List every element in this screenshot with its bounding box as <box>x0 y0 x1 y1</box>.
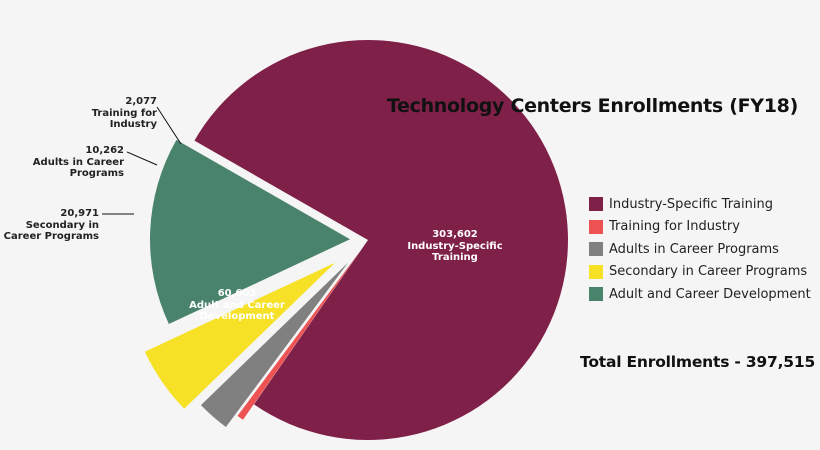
data-label-adults-in-career: 10,262 Adults in Career Programs <box>14 145 124 180</box>
legend-label: Adults in Career Programs <box>609 241 779 257</box>
legend-swatch <box>589 287 603 302</box>
data-label-training-for-industry: 2,077 Training for Industry <box>60 96 157 131</box>
leader-line <box>126 151 158 166</box>
data-label-name: Secondary in Career Programs <box>3 219 99 243</box>
total-enrollments: Total Enrollments - 397,515 <box>580 353 816 371</box>
legend-swatch <box>589 197 603 212</box>
data-label-value: 2,077 <box>125 96 157 107</box>
legend-item: Training for Industry <box>589 216 811 239</box>
legend: Industry-Specific Training Training for … <box>589 193 811 306</box>
data-label-name: Industry-Specific Training <box>407 240 503 264</box>
data-label-secondary: 20,971 Secondary in Career Programs <box>0 208 99 243</box>
legend-item: Secondary in Career Programs <box>589 261 811 284</box>
legend-item: Adult and Career Development <box>589 283 811 306</box>
legend-label: Adult and Career Development <box>609 286 811 302</box>
data-label-value: 60,603 <box>217 288 257 299</box>
legend-label: Industry-Specific Training <box>609 196 773 212</box>
data-label-value: 303,602 <box>432 229 478 240</box>
data-label-value: 20,971 <box>60 208 99 219</box>
pie-slice-industry-specific-training <box>194 40 568 441</box>
legend-swatch <box>589 219 603 234</box>
pie-slice-adults-in-career-programs <box>200 262 349 428</box>
legend-swatch <box>589 242 603 257</box>
leader-line <box>156 106 182 145</box>
legend-label: Training for Industry <box>609 219 740 235</box>
legend-item: Industry-Specific Training <box>589 193 811 216</box>
data-label-industry-specific: 303,602 Industry-Specific Training <box>400 229 510 264</box>
data-label-name: Adults in Career Programs <box>32 156 124 180</box>
pie-slice-secondary-in-career-programs <box>144 262 336 409</box>
pie-slice-adult-and-career-development <box>150 139 351 325</box>
data-label-name: Training for Industry <box>91 107 157 131</box>
legend-label: Secondary in Career Programs <box>609 264 808 280</box>
pie-slice-training-for-industry <box>237 251 360 420</box>
chart-title: Technology Centers Enrollments (FY18) <box>386 95 798 117</box>
legend-item: Adults in Career Programs <box>589 238 811 261</box>
data-label-value: 10,262 <box>85 145 124 156</box>
data-label-name: Adult and Career Development <box>189 299 285 323</box>
legend-swatch <box>589 264 603 279</box>
data-label-adult-career-dev: 60,603 Adult and Career Development <box>172 288 302 323</box>
